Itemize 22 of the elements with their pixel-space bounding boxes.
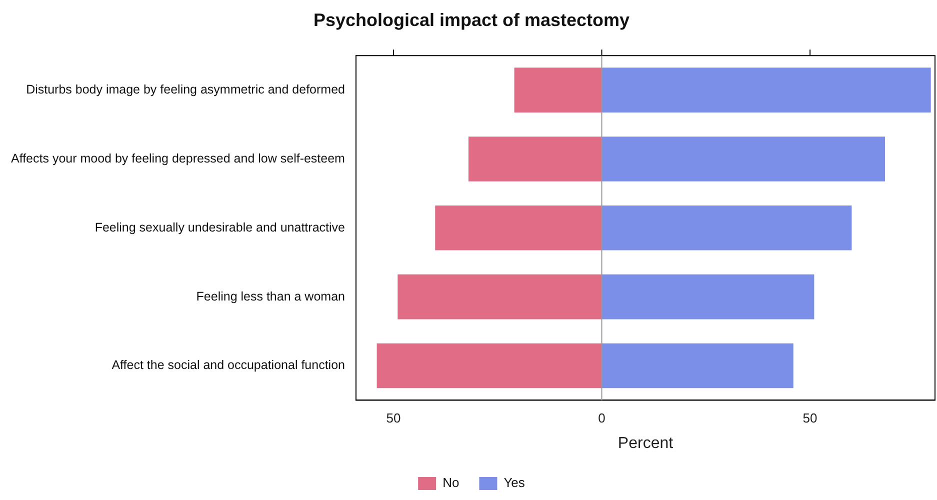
y-tick-label: Affect the social and occupational function bbox=[112, 358, 346, 372]
x-tick-label: 0 bbox=[598, 410, 606, 426]
chart-title: Psychological impact of mastectomy bbox=[313, 10, 630, 30]
bar bbox=[602, 274, 814, 320]
bar bbox=[468, 136, 602, 182]
x-tick-label: 50 bbox=[386, 410, 401, 426]
y-tick-label: Disturbs body image by feeling asymmetric and deformed bbox=[26, 82, 346, 97]
bar bbox=[398, 274, 602, 320]
bar bbox=[602, 68, 931, 112]
bar bbox=[376, 343, 602, 388]
bar bbox=[435, 206, 602, 250]
legend-label: No bbox=[442, 475, 460, 490]
bar bbox=[514, 68, 602, 112]
y-tick-label: Affects your mood by feeling depressed and low self-esteem bbox=[10, 151, 345, 166]
legend-label: Yes bbox=[504, 475, 526, 490]
x-axis-title: Percent bbox=[618, 434, 674, 452]
x-tick-label: 50 bbox=[802, 410, 818, 426]
y-tick-label: Feeling less than a woman bbox=[196, 289, 346, 304]
bar bbox=[602, 343, 794, 388]
bar bbox=[602, 136, 886, 182]
bar bbox=[602, 206, 852, 250]
y-tick-label: Feeling sexually undesirable and unattractive bbox=[94, 220, 346, 234]
